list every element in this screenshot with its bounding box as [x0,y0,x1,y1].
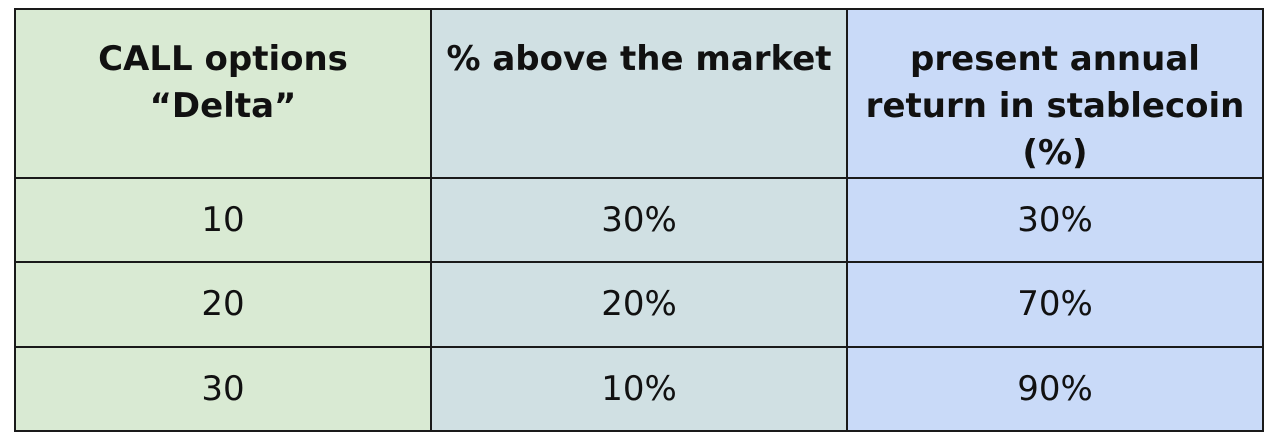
header-above-market-line-1: % above the market [446,39,832,79]
cell-above-market: 10% [430,345,848,433]
cell-delta: 10 [14,176,432,264]
header-annual-return-line-1: present annual [910,39,1200,79]
table-row: 30 10% 90% [14,345,1264,433]
cell-delta: 30 [14,345,432,433]
cell-annual-return: 30% [846,176,1264,264]
header-above-market: % above the market [430,8,848,179]
cell-above-market: 30% [430,176,848,264]
header-annual-return-line-2: return in stablecoin [865,86,1245,126]
cell-delta: 20 [14,261,432,348]
table-row: 20 20% 70% [14,261,1264,348]
cell-annual-return: 70% [846,261,1264,348]
header-delta-line-2: “Delta” [149,86,297,126]
cell-above-market: 20% [430,261,848,348]
header-delta: CALL options “Delta” [14,8,432,179]
cell-annual-return: 90% [846,345,1264,433]
header-row: CALL options “Delta” % above the market … [14,8,1264,179]
header-annual-return-line-3: (%) [1022,133,1088,173]
options-table: CALL options “Delta” % above the market … [14,8,1264,433]
header-annual-return: present annual return in stablecoin (%) [846,8,1264,179]
table-row: 10 30% 30% [14,176,1264,264]
header-delta-line-1: CALL options [98,39,348,79]
